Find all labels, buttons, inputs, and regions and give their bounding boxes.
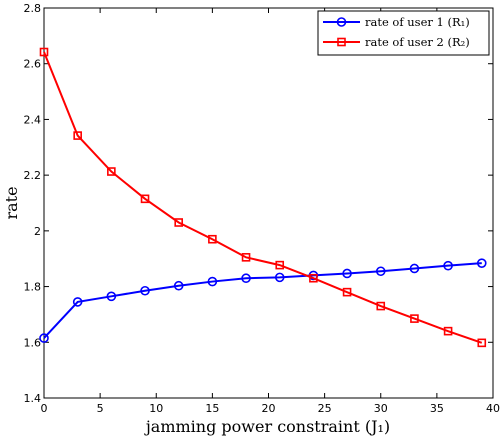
legend-marker	[336, 17, 347, 27]
series-1-point	[476, 258, 487, 268]
y-axis-ticks: 1.4 1.6 1.8 2 2.2 2.4 2.6 2.8	[24, 2, 493, 405]
series-1-point	[39, 333, 49, 343]
x-axis-ticks: 0 5 10 15 20 25 30 35 40	[41, 8, 500, 415]
x-tick-label: 10	[149, 402, 163, 415]
plot-area	[43, 7, 494, 399]
series-2-point	[309, 273, 318, 283]
series-2-point	[275, 260, 285, 270]
x-tick-label: 25	[318, 402, 332, 415]
series-2-point	[174, 218, 183, 227]
series-2-point	[410, 314, 419, 323]
series-1-point	[375, 266, 386, 277]
series-2-point	[241, 253, 251, 262]
legend-marker	[337, 37, 346, 47]
y-tick-label: 1.6	[24, 336, 42, 349]
series-1-point	[409, 263, 420, 274]
series-2-point	[376, 301, 386, 311]
series-layer	[39, 47, 487, 348]
series-2-point	[342, 287, 352, 297]
y-tick-label: 1.8	[24, 281, 42, 294]
series-1-point	[342, 268, 352, 279]
series-1-point	[72, 297, 83, 307]
series-2-point	[443, 326, 453, 336]
x-tick-label: 40	[486, 402, 500, 415]
legend-label: rate of user 2 (R₂)	[365, 35, 470, 49]
legend-label: rate of user 1 (R₁)	[365, 15, 470, 29]
series-1-point	[274, 272, 285, 283]
series-1-point	[207, 276, 218, 287]
legend: rate of user 1 (R₁) rate of user 2 (R₂)	[317, 10, 490, 56]
series-1-point	[241, 273, 251, 284]
series-1-line	[43, 262, 482, 339]
y-tick-label: 2.4	[24, 113, 42, 126]
series-1-point	[173, 280, 184, 291]
series-1-point	[443, 260, 453, 271]
series-2-point	[39, 47, 49, 57]
y-tick-label: 2.8	[24, 2, 42, 15]
x-tick-label: 5	[97, 402, 104, 415]
y-tick-label: 1.4	[24, 392, 42, 405]
series-2-line	[43, 51, 483, 344]
legend-entry-1: rate of user 1 (R₁)	[323, 15, 470, 29]
series-2	[39, 47, 487, 348]
x-axis-label: jamming power constraint (J₁)	[144, 417, 390, 436]
x-tick-label: 35	[430, 402, 444, 415]
series-2-point	[107, 167, 116, 176]
x-tick-label: 30	[374, 402, 388, 415]
series-1-point	[106, 291, 117, 302]
x-tick-label: 20	[262, 402, 276, 415]
y-axis-label: rate	[2, 186, 21, 219]
x-tick-label: 0	[41, 402, 48, 415]
series-2-point	[140, 194, 150, 204]
series-2-point	[477, 338, 487, 348]
series-2-point	[208, 234, 217, 244]
y-tick-label: 2.2	[24, 169, 42, 182]
y-tick-label: 2.6	[24, 58, 42, 71]
series-2-point	[73, 131, 82, 140]
y-tick-label: 2	[34, 225, 41, 238]
legend-box	[317, 10, 490, 56]
series-1-point	[140, 285, 150, 296]
legend-entry-2: rate of user 2 (R₂)	[323, 35, 470, 49]
x-tick-label: 15	[205, 402, 219, 415]
